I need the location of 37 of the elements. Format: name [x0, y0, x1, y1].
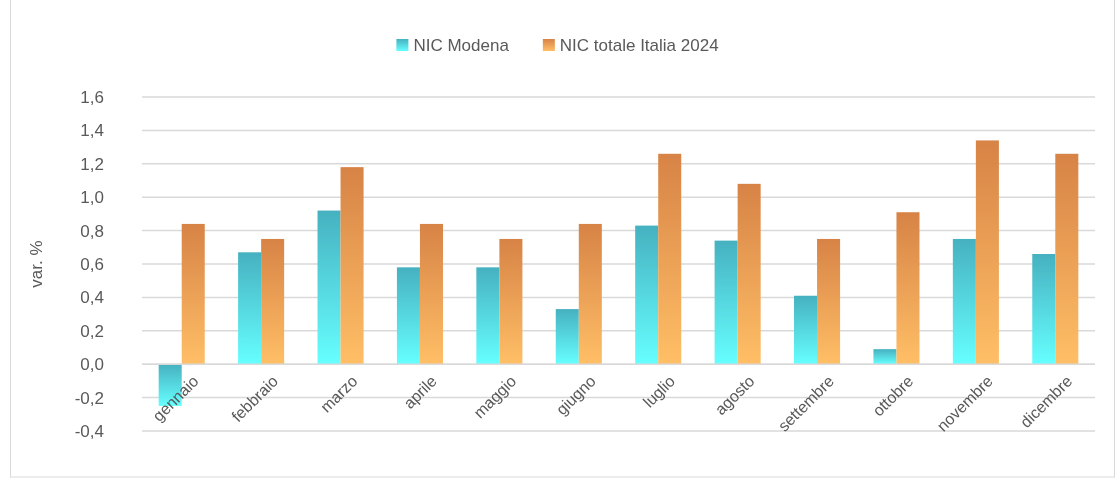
bar — [261, 238, 285, 365]
bar — [555, 309, 579, 365]
bar — [817, 238, 841, 365]
bar — [737, 183, 761, 365]
y-tick-label: 1,4 — [80, 121, 104, 141]
bar — [340, 167, 364, 365]
bar — [317, 210, 341, 365]
bar — [578, 223, 602, 365]
bar — [181, 223, 205, 365]
bar — [952, 238, 976, 365]
legend-label: NIC Modena — [413, 35, 510, 55]
bar — [975, 140, 999, 365]
y-tick-label: 1,0 — [80, 188, 104, 208]
bar — [419, 223, 443, 365]
bar — [794, 295, 818, 365]
y-tick-label: -0,4 — [74, 421, 104, 441]
bar — [476, 267, 500, 365]
y-tick-label: 1,6 — [80, 87, 104, 107]
legend-label: NIC totale Italia 2024 — [559, 35, 719, 55]
bar — [396, 267, 420, 365]
bar — [635, 225, 659, 365]
bar — [238, 252, 262, 365]
y-tick-label: 0,6 — [80, 254, 104, 274]
y-tick-label: 0,4 — [80, 288, 104, 308]
y-tick-label: 1,2 — [80, 154, 104, 174]
y-tick-label: -0,2 — [74, 388, 104, 408]
bar — [1032, 253, 1056, 365]
bar — [499, 238, 523, 365]
bar — [658, 153, 682, 365]
y-tick-label: 0,8 — [80, 221, 104, 241]
y-axis-title: var. % — [27, 240, 46, 288]
y-tick-label: 0,0 — [80, 355, 104, 375]
bar — [873, 349, 897, 365]
bar — [714, 240, 738, 365]
bar — [1055, 153, 1079, 365]
bar — [896, 212, 920, 365]
y-tick-label: 0,2 — [80, 321, 104, 341]
